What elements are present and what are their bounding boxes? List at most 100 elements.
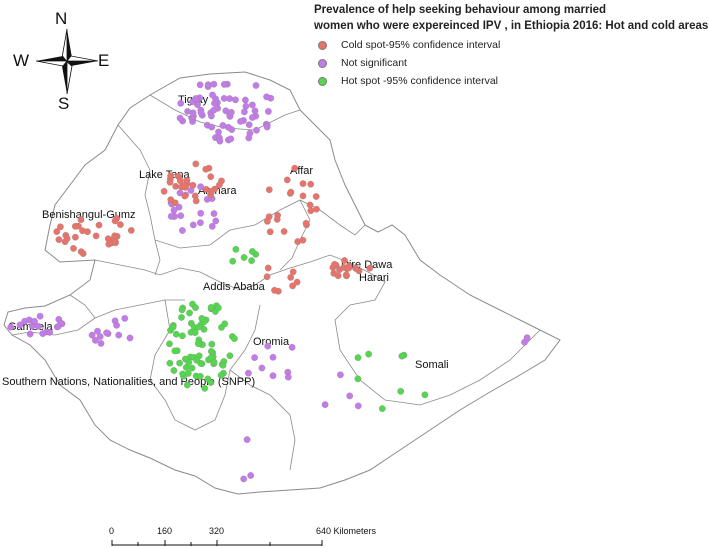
map-title: Prevalence of help seeking behaviour amo… (314, 2, 708, 34)
hot-spot-point (208, 340, 216, 348)
not-significant-point (252, 82, 260, 89)
hot-spot-point (365, 350, 372, 358)
cold-spot-point (273, 216, 281, 223)
not-significant-point (265, 108, 272, 115)
cold-spot-point (79, 227, 86, 235)
cold-spot-point (299, 192, 307, 200)
cold-spot-point (208, 188, 215, 195)
cold-spot-point (345, 264, 353, 272)
cold-spot-point (299, 236, 307, 244)
not-significant-point (523, 334, 531, 342)
not-significant-point (258, 364, 266, 372)
not-significant-point (210, 80, 218, 88)
cold-spot-point (341, 257, 348, 264)
cold-spot-point (111, 217, 119, 225)
not-significant-point (121, 315, 129, 322)
scale-bar (111, 540, 323, 546)
cold-spot-point (312, 193, 320, 200)
hot-spot-point (354, 375, 362, 383)
not-significant-point (288, 343, 296, 351)
not-significant-point (170, 206, 178, 214)
hot-spot-point (184, 370, 192, 377)
cold-spot-point (302, 219, 310, 227)
not-significant-point (26, 330, 34, 338)
hot-spot-point (207, 304, 215, 311)
not-significant-point (196, 81, 204, 89)
cold-spot-point (183, 176, 191, 184)
cold-spot-point (71, 222, 79, 230)
cold-spot-point (63, 235, 71, 242)
not-significant-point (337, 371, 344, 379)
not-significant-point (88, 331, 96, 339)
not-significant-point (246, 129, 254, 137)
cold-spot-point (57, 223, 64, 231)
cold-spot-point (283, 176, 291, 184)
hot-spot-point (192, 304, 199, 311)
not-significant-point (36, 312, 44, 320)
cold-spot-point (264, 264, 272, 272)
cold-spot-point (171, 199, 179, 207)
cold-spot-icon (318, 40, 327, 50)
scale-label-640: 640 Kilometers (316, 526, 377, 536)
legend-item-not-significant: Not significant (318, 54, 500, 72)
hot-spot-point (232, 245, 240, 253)
not-significant-point (203, 196, 211, 203)
not-significant-point (208, 112, 215, 120)
hot-spot-point (182, 355, 189, 363)
not-significant-point (242, 102, 250, 110)
country-outline (3, 71, 561, 495)
not-significant-point (204, 81, 212, 89)
not-significant-point (126, 334, 134, 342)
not-significant-point (177, 212, 185, 220)
cold-spot-point (53, 228, 61, 235)
hot-spot-point (178, 314, 185, 321)
hot-spot-point (179, 370, 186, 378)
cold-spot-point (280, 228, 288, 235)
not-significant-point (247, 472, 255, 479)
cold-spot-point (289, 268, 297, 276)
not-significant-point (251, 354, 258, 361)
not-significant-point (197, 109, 205, 117)
not-significant-point (176, 114, 184, 122)
not-significant-point (240, 475, 248, 483)
cold-spot-point (287, 188, 295, 196)
not-significant-point (167, 213, 175, 220)
cold-spot-point (70, 245, 77, 252)
hot-spot-point (248, 257, 255, 264)
legend-item-hot: Hot spot -95% confidence interval (318, 72, 500, 90)
not-significant-point (46, 329, 54, 336)
not-significant-point (225, 123, 232, 131)
not-significant-point (245, 369, 252, 377)
not-significant-point (16, 321, 24, 329)
cold-spot-point (77, 248, 85, 256)
not-significant-icon (318, 58, 327, 68)
cold-spot-point (181, 192, 189, 200)
not-significant-point (103, 329, 110, 337)
cold-spot-point (112, 239, 119, 247)
hot-spot-point (240, 254, 248, 261)
hot-spot-point (354, 354, 362, 361)
not-significant-point (209, 91, 216, 99)
hot-spot-point (219, 361, 227, 369)
cold-spot-point (334, 272, 342, 280)
cold-spot-point (287, 274, 295, 281)
cold-spot-point (72, 233, 79, 241)
cold-spot-point (172, 182, 180, 190)
not-significant-point (175, 203, 183, 211)
hot-spot-point (215, 304, 222, 312)
not-significant-point (215, 128, 222, 136)
compass-n: N (55, 9, 68, 28)
not-significant-point (251, 107, 259, 115)
not-significant-point (113, 321, 120, 329)
compass-e: E (98, 51, 110, 70)
cold-spot-point (266, 228, 274, 236)
hot-spot-point (421, 391, 429, 399)
not-significant-point (39, 330, 47, 337)
scale-label-160: 160 (157, 526, 173, 536)
hot-spot-point (226, 352, 234, 360)
cold-spot-point (127, 227, 135, 234)
not-significant-point (321, 401, 329, 408)
not-significant-point (115, 331, 123, 339)
compass-s: S (58, 94, 70, 113)
hot-spot-point (398, 352, 406, 360)
